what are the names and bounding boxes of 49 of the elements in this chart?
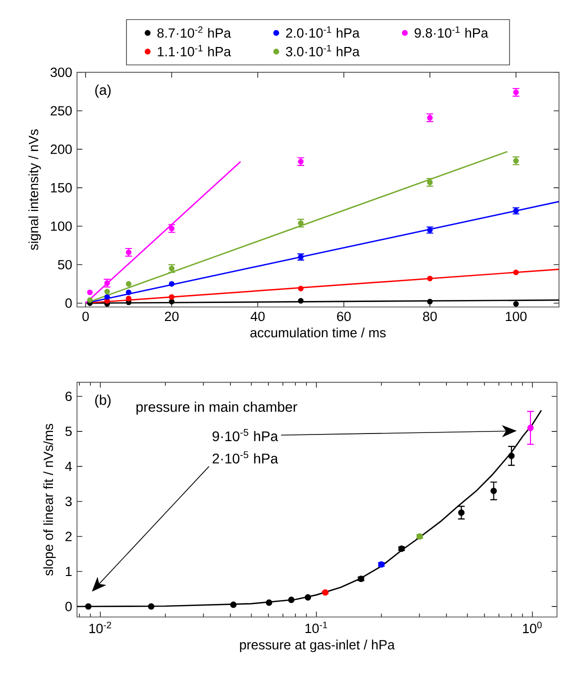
annotation: (a) <box>95 84 111 98</box>
annotation: pressure in main chamber <box>136 402 298 415</box>
y-tick-label: 200 <box>50 144 72 154</box>
point <box>427 298 433 304</box>
x-tick-label: 10$^{-1}$ <box>305 622 328 634</box>
y-tick-label: 150 <box>51 183 72 192</box>
point <box>168 298 174 304</box>
legend-label: 1.1·10$^{-1}$ hPa <box>158 44 232 56</box>
point <box>126 296 132 302</box>
y-tick-label: 5 <box>65 426 72 436</box>
y-tick-label: 100 <box>51 221 72 231</box>
point <box>298 286 304 292</box>
legend-label: 8.7·10$^{-2}$ hPa <box>157 26 232 38</box>
point <box>513 270 519 276</box>
y-tick-label: 2 <box>66 532 72 542</box>
point <box>104 294 110 300</box>
x-tick-label: 10$^{-2}$ <box>89 622 112 634</box>
legend-label: 9.8·10$^{-1}$ hPa <box>414 26 488 38</box>
x-axis-title: accumulation time / ms <box>250 328 386 338</box>
y-axis-title: signal intensity / nVs <box>28 129 41 250</box>
legend-label: 3.0·10$^{-1}$ hPa <box>286 44 360 56</box>
y-tick-label: 250 <box>50 106 72 116</box>
x-tick-label: 10$^{0}$ <box>523 622 542 634</box>
x-tick-label: 20 <box>164 312 179 322</box>
point <box>298 298 304 304</box>
point <box>168 294 174 300</box>
y-tick-label: 3 <box>65 496 72 506</box>
point <box>168 281 174 287</box>
x-tick-label: 60 <box>337 312 351 322</box>
x-axis-title: pressure at gas-inlet / hPa <box>240 640 395 652</box>
y-axis-title: slope of linear fit / nVs/ms <box>43 424 56 576</box>
point <box>126 290 132 296</box>
y-tick-label: 1 <box>66 566 72 576</box>
point <box>427 276 433 282</box>
annotation: 9·10$^{-5}$ hPa <box>212 429 278 442</box>
x-tick-label: 0 <box>82 312 89 322</box>
y-tick-label: 50 <box>58 260 72 270</box>
point <box>513 301 519 307</box>
x-tick-label: 80 <box>423 312 437 322</box>
y-tick-label: 0 <box>65 602 72 612</box>
y-tick-label: 0 <box>65 298 72 308</box>
annotation: (b) <box>95 394 111 408</box>
x-tick-label: 40 <box>250 312 265 322</box>
legend-label: 2.0·10$^{-1}$ hPa <box>286 26 360 38</box>
y-tick-label: 6 <box>66 392 72 402</box>
y-tick-label: 4 <box>65 462 72 471</box>
x-tick-label: 100 <box>506 312 527 322</box>
y-tick-label: 300 <box>50 68 72 78</box>
annotation: 2·10$^{-5}$ hPa <box>212 451 278 464</box>
